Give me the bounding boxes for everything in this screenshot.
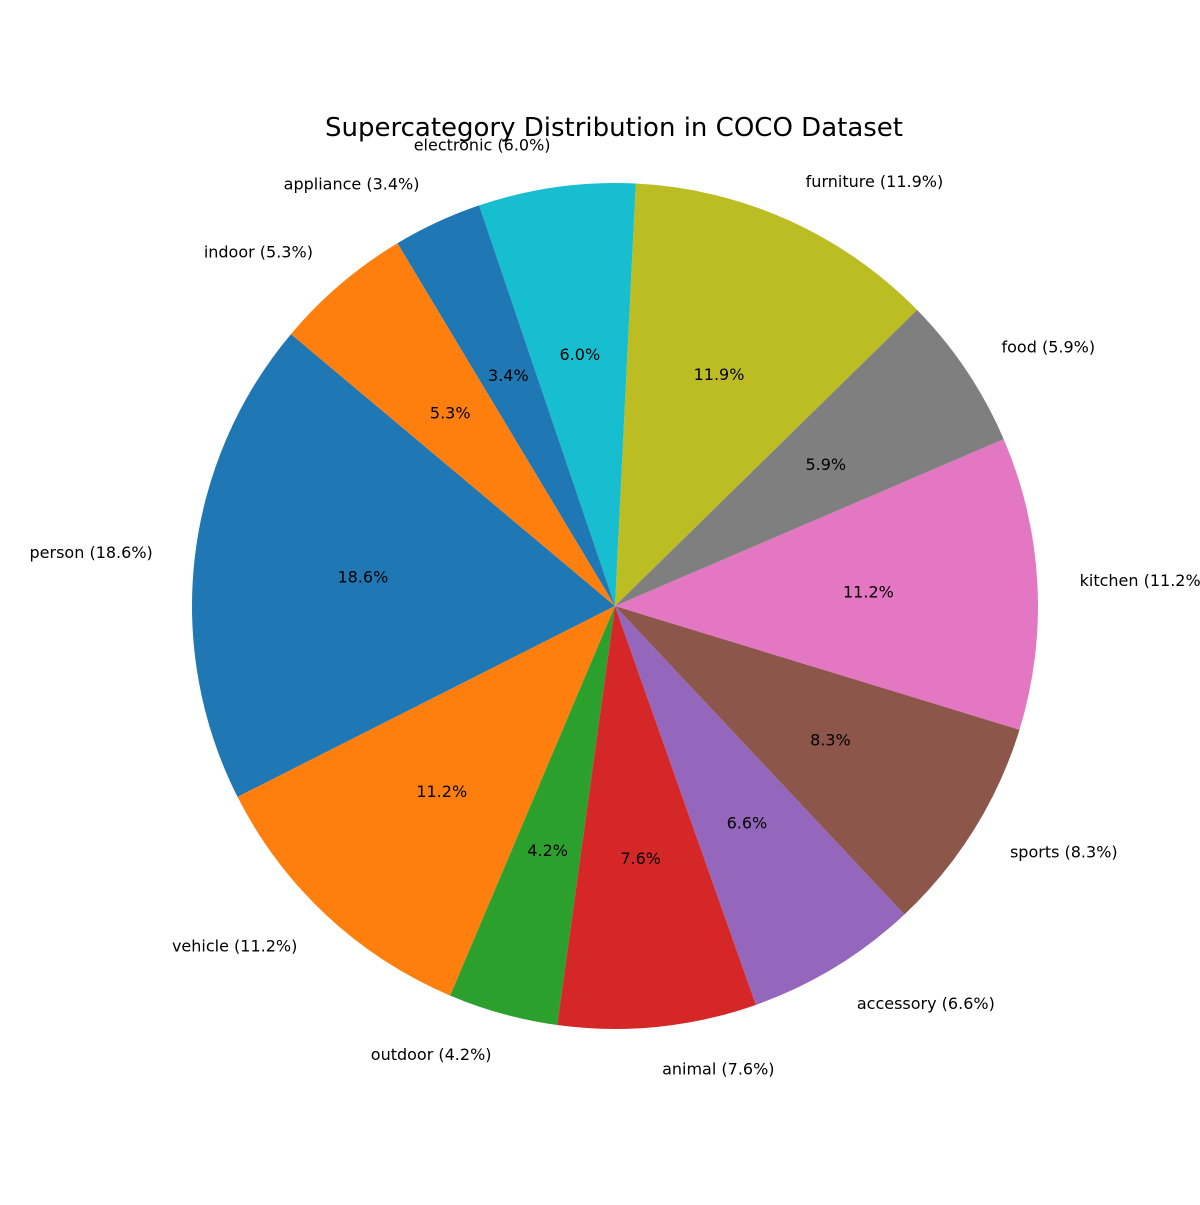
pie-slice-appliance [397,205,615,607]
percent-label-accessory: 6.6% [727,813,768,832]
slice-label-indoor: indoor (5.3%) [204,243,313,262]
percent-label-indoor: 5.3% [430,403,471,422]
slice-label-vehicle: vehicle (11.2%) [172,937,297,956]
pie-slice-food [615,309,1004,606]
slice-label-food: food (5.9%) [1002,337,1096,356]
slice-label-electronic: electronic (6.0%) [414,136,551,155]
slice-label-outdoor: outdoor (4.2%) [371,1045,492,1064]
pie-slice-vehicle [237,606,616,996]
pie-slice-sports [615,606,1020,915]
percent-label-appliance: 3.4% [488,366,529,385]
chart-title: Supercategory Distribution in COCO Datas… [325,113,903,143]
pie-slice-furniture [615,183,918,606]
percent-label-person: 18.6% [337,567,388,586]
slice-label-person: person (18.6%) [30,543,153,562]
pie-slice-kitchen [615,439,1038,730]
percent-label-sports: 8.3% [810,731,851,750]
slices-layer [192,183,1038,1029]
outer-labels-layer: person (18.6%) vehicle (11.2%) outdoor (4.… [30,136,1200,1079]
percent-label-furniture: 11.9% [694,365,745,384]
slice-label-appliance: appliance (3.4%) [284,174,420,193]
slice-label-furniture: furniture (11.9%) [806,172,944,191]
slice-label-kitchen: kitchen (11.2%) [1080,571,1200,590]
percent-label-vehicle: 11.2% [416,782,467,801]
percent-label-food: 5.9% [805,455,846,474]
pie-slice-outdoor [450,606,615,1026]
pie-slice-person [192,334,615,797]
percent-label-outdoor: 4.2% [527,841,568,860]
percent-label-kitchen: 11.2% [843,583,894,602]
pie-slice-indoor [290,243,615,606]
percent-label-electronic: 6.0% [560,345,601,364]
pie-slice-animal [557,606,756,1029]
slice-label-animal: animal (7.6%) [662,1059,774,1078]
pie-slice-accessory [615,606,905,1005]
slice-label-accessory: accessory (6.6%) [857,994,995,1013]
slice-label-sports: sports (8.3%) [1010,842,1118,861]
percent-label-animal: 7.6% [620,849,661,868]
pie-slice-electronic [479,183,636,606]
percent-labels-layer: 18.6% 11.2% 4.2% 7.6% 6.6% 8.3% 11.2% 5.9% 11.9%… [337,345,893,868]
